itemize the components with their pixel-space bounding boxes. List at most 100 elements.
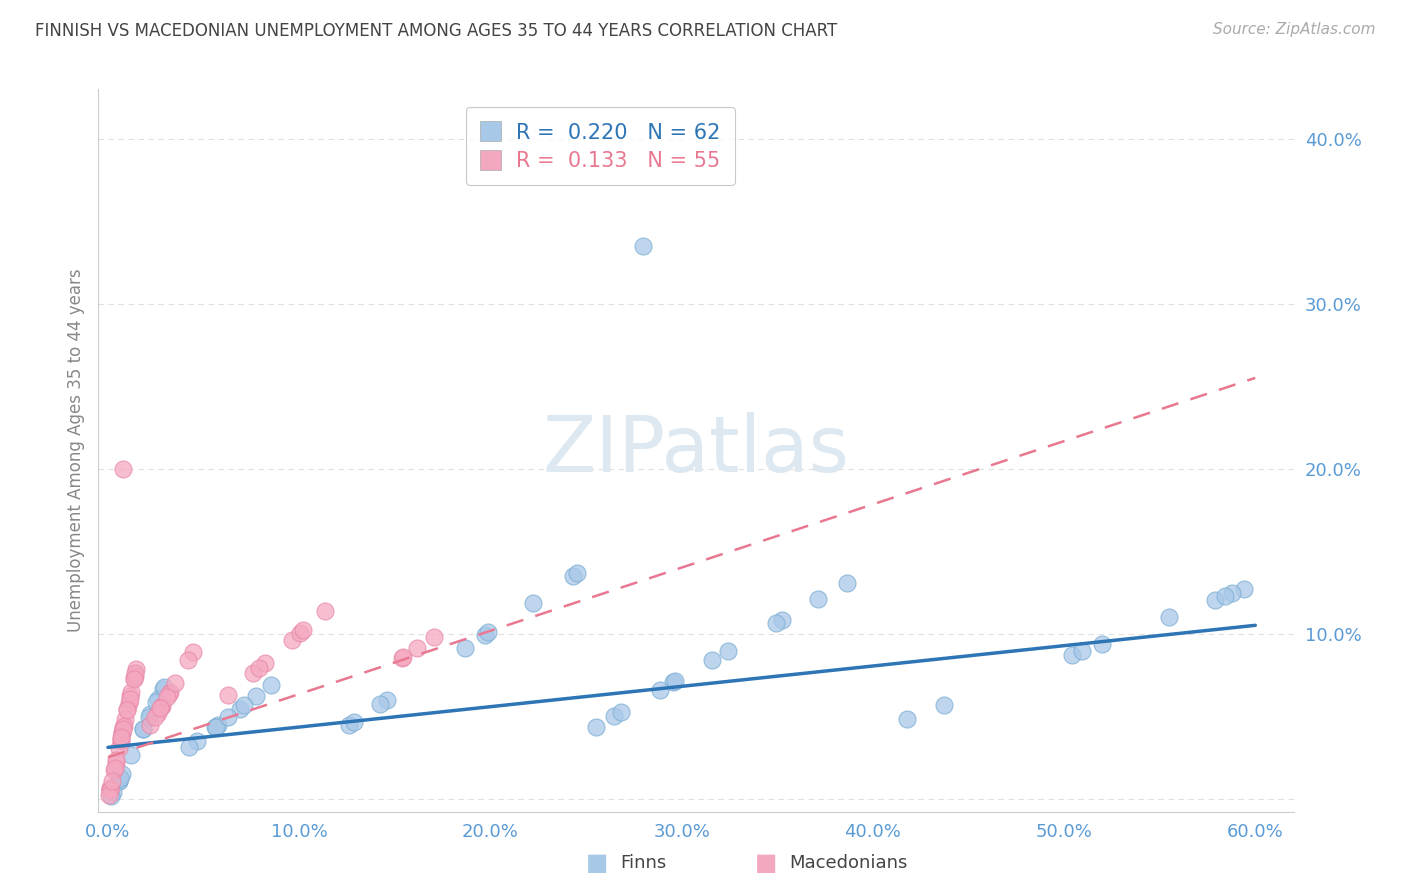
- Point: [247, 661, 270, 675]
- Point: [1060, 648, 1083, 663]
- Point: [149, 701, 172, 715]
- Text: ■: ■: [586, 852, 609, 875]
- Point: [1215, 589, 1237, 603]
- Point: [114, 712, 136, 726]
- Point: [107, 773, 129, 788]
- Point: [112, 461, 135, 475]
- Point: [152, 681, 174, 696]
- Point: [138, 710, 160, 724]
- Point: [391, 650, 413, 665]
- Point: [152, 680, 174, 694]
- Text: FINNISH VS MACEDONIAN UNEMPLOYMENT AMONG AGES 35 TO 44 YEARS CORRELATION CHART: FINNISH VS MACEDONIAN UNEMPLOYMENT AMONG…: [35, 22, 838, 40]
- Point: [156, 690, 179, 704]
- Point: [157, 687, 180, 701]
- Text: Macedonians: Macedonians: [789, 855, 907, 872]
- Point: [603, 709, 626, 723]
- Point: [125, 663, 148, 677]
- Text: ZIPatlas: ZIPatlas: [543, 412, 849, 489]
- Point: [110, 730, 132, 744]
- Point: [110, 731, 132, 746]
- Point: [314, 604, 336, 618]
- Point: [163, 676, 186, 690]
- Point: [807, 592, 830, 607]
- Point: [139, 706, 162, 721]
- Point: [242, 666, 264, 681]
- Point: [179, 740, 201, 755]
- Point: [932, 698, 955, 712]
- Text: Finns: Finns: [620, 855, 666, 872]
- Point: [664, 674, 686, 689]
- Point: [150, 699, 173, 714]
- Point: [105, 754, 128, 768]
- Point: [111, 723, 134, 737]
- Point: [111, 725, 134, 739]
- Point: [143, 710, 166, 724]
- Point: [406, 640, 429, 655]
- Point: [112, 721, 135, 735]
- Point: [103, 764, 125, 778]
- Point: [124, 668, 146, 682]
- Y-axis label: Unemployment Among Ages 35 to 44 years: Unemployment Among Ages 35 to 44 years: [66, 268, 84, 632]
- Point: [343, 714, 366, 729]
- Point: [98, 782, 121, 797]
- Point: [391, 650, 413, 665]
- Point: [423, 630, 446, 644]
- Point: [1090, 637, 1112, 651]
- Point: [139, 718, 162, 732]
- Point: [610, 706, 633, 720]
- Point: [896, 713, 918, 727]
- Point: [232, 698, 254, 713]
- Point: [259, 678, 281, 692]
- Point: [562, 569, 585, 583]
- Point: [368, 698, 391, 712]
- Point: [146, 691, 169, 706]
- Point: [1220, 586, 1243, 600]
- Point: [101, 774, 124, 789]
- Point: [98, 782, 121, 797]
- Point: [101, 785, 124, 799]
- Point: [474, 628, 496, 642]
- Point: [122, 672, 145, 686]
- Point: [522, 596, 544, 610]
- Point: [108, 741, 131, 756]
- Point: [477, 625, 499, 640]
- Point: [124, 666, 146, 681]
- Point: [454, 640, 477, 655]
- Point: [150, 699, 173, 714]
- Point: [337, 718, 360, 732]
- Point: [120, 748, 142, 763]
- Point: [207, 718, 229, 732]
- Point: [204, 720, 226, 734]
- Point: [111, 767, 134, 781]
- Point: [633, 239, 655, 253]
- Point: [702, 653, 724, 667]
- Point: [115, 703, 138, 717]
- Point: [650, 682, 672, 697]
- Point: [122, 672, 145, 686]
- Point: [132, 723, 155, 737]
- Point: [117, 702, 139, 716]
- Point: [108, 771, 131, 785]
- Point: [280, 633, 302, 648]
- Point: [120, 685, 142, 699]
- Point: [118, 696, 141, 710]
- Point: [111, 725, 134, 739]
- Point: [110, 733, 132, 747]
- Point: [107, 773, 129, 788]
- Point: [103, 761, 125, 775]
- Point: [120, 689, 142, 703]
- Point: [104, 756, 127, 770]
- Point: [585, 720, 607, 734]
- Point: [245, 690, 267, 704]
- Point: [288, 626, 311, 640]
- Text: ■: ■: [755, 852, 778, 875]
- Point: [118, 692, 141, 706]
- Point: [254, 656, 277, 670]
- Point: [717, 644, 740, 658]
- Point: [770, 613, 793, 627]
- Point: [97, 789, 120, 803]
- Point: [765, 616, 787, 631]
- Point: [98, 781, 121, 796]
- Point: [217, 688, 239, 702]
- Point: [835, 575, 858, 590]
